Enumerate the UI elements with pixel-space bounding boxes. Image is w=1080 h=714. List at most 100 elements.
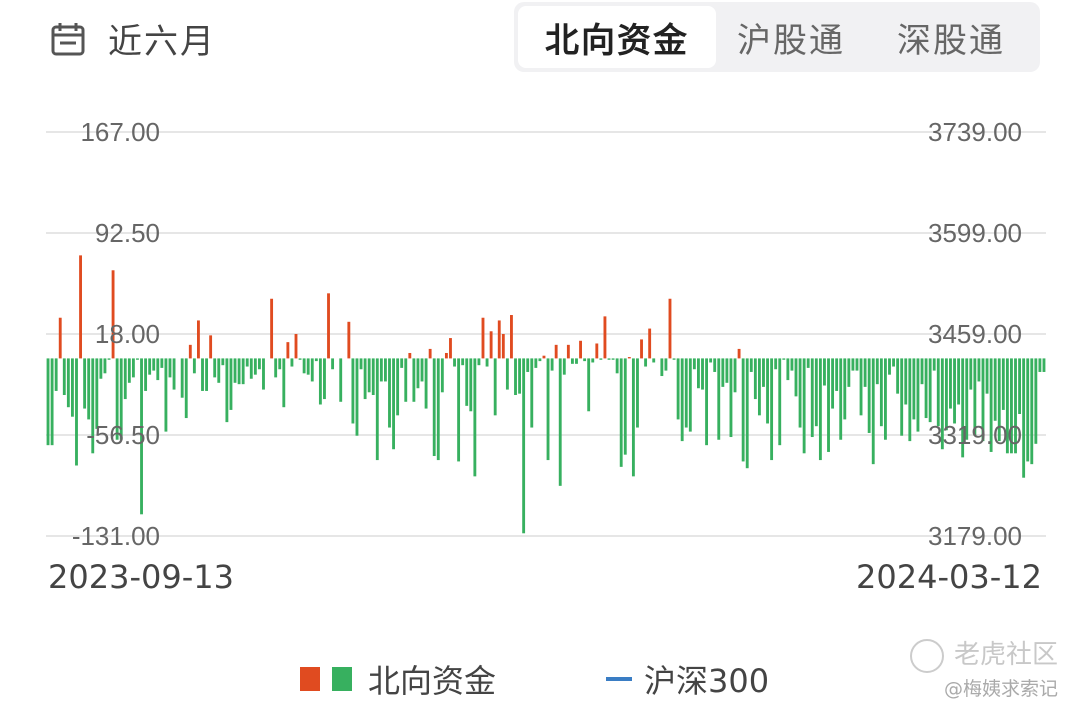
flow-bar (213, 358, 217, 378)
bar-series (46, 255, 1046, 534)
flow-bar (201, 358, 204, 391)
flow-bar (579, 340, 582, 359)
flow-bar (810, 358, 814, 438)
flow-bar (701, 358, 704, 390)
flow-bar (688, 358, 692, 432)
flow-bar (1026, 358, 1030, 462)
flow-bar (680, 358, 684, 442)
flow-bar (424, 358, 428, 409)
right-axis-tick: 3739.00 (928, 117, 1022, 147)
flow-bar (668, 298, 672, 359)
flow-bar (534, 358, 538, 368)
flow-bar (871, 358, 875, 465)
tab-shenzhen-connect[interactable]: 深股通 (897, 20, 1005, 61)
flow-bar (623, 358, 627, 455)
watermark-text: 老虎社区 (953, 640, 1058, 670)
flow-bar (802, 358, 806, 454)
flow-bar (489, 331, 493, 359)
flow-bar (127, 358, 131, 383)
flow-bar (302, 358, 306, 374)
flow-bar (1034, 358, 1038, 444)
flow-bar (981, 358, 985, 442)
flow-bar (95, 358, 99, 429)
flow-bar (615, 358, 619, 374)
flow-bar (993, 358, 997, 421)
flow-bar (58, 317, 62, 359)
period-label: 近六月 (108, 22, 216, 62)
flow-bar (209, 335, 213, 359)
flow-bar (404, 358, 408, 402)
flow-bar (453, 358, 456, 367)
flow-bar (717, 358, 721, 440)
flow-bar (562, 358, 566, 375)
flow-bar (831, 358, 835, 409)
flow-bar (306, 358, 310, 375)
period-selector[interactable]: 近六月 (50, 14, 216, 63)
flow-bar (497, 320, 501, 359)
flow-bar (664, 358, 668, 371)
flow-bar (757, 358, 761, 416)
flow-bar (323, 358, 326, 400)
flow-bar (737, 348, 741, 359)
flow-bar (936, 358, 940, 427)
flow-bar (753, 358, 757, 400)
flow-bar (863, 358, 867, 387)
right-axis-tick: 3599.00 (928, 218, 1022, 248)
legend-swatch-line (606, 677, 633, 681)
chart-legend: 北向资金 沪深300 (300, 656, 769, 702)
flow-bar (627, 357, 631, 359)
tab-northbound[interactable]: 北向资金 (518, 6, 716, 68)
flow-bar (245, 358, 249, 367)
flow-bar (327, 293, 330, 359)
flow-bar (835, 358, 839, 391)
flow-bar (416, 358, 420, 389)
x-axis-start-date: 2023-09-13 (48, 558, 234, 596)
flow-bar (762, 358, 765, 387)
flow-bar (932, 358, 936, 371)
flow-bar (75, 358, 78, 466)
flow-bar (798, 358, 802, 428)
flow-bar (294, 334, 298, 359)
flow-bar (274, 358, 278, 378)
flow-bar (432, 358, 436, 457)
flow-bar (144, 358, 148, 391)
flow-bar (457, 358, 461, 462)
flow-bar (298, 358, 302, 360)
flow-bar (249, 358, 253, 379)
flow-bar (50, 358, 54, 446)
flow-bar (184, 358, 188, 419)
flow-bar (969, 358, 973, 390)
flow-bar (164, 358, 168, 432)
flow-bar (233, 358, 237, 383)
flow-bar (587, 358, 591, 412)
left-axis-tick: -131.00 (72, 521, 160, 551)
flow-bar (379, 358, 383, 382)
flow-bar (660, 358, 664, 377)
flow-bar (54, 358, 58, 391)
flow-bar (180, 358, 184, 398)
flow-bar (115, 358, 119, 440)
flow-bar (473, 358, 477, 477)
flow-bar (188, 344, 192, 359)
flow-bar (412, 358, 416, 402)
flow-bar (692, 358, 696, 370)
flow-bar (197, 320, 200, 359)
flow-bar (428, 348, 432, 359)
legend-label-bars: 北向资金 (368, 662, 497, 700)
calendar-icon (51, 22, 85, 55)
flow-bar (949, 358, 952, 409)
flow-bar (70, 358, 74, 417)
flow-bar (241, 358, 245, 385)
flow-bar (140, 358, 143, 515)
flow-bar (879, 358, 883, 427)
right-axis-tick: 3179.00 (928, 521, 1022, 551)
flow-bar (741, 358, 745, 462)
flow-bar (440, 358, 444, 393)
flow-bar (510, 315, 513, 359)
flow-bar (733, 358, 737, 393)
flow-bar (546, 358, 550, 461)
flow-bar (408, 352, 412, 359)
flow-bar (1018, 358, 1022, 414)
flow-bar (786, 358, 790, 381)
tab-shanghai-connect[interactable]: 沪股通 (737, 20, 845, 61)
